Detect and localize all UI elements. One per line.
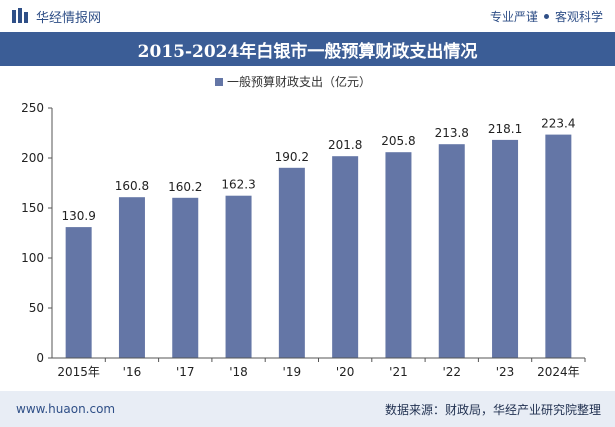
bar-value-label: 130.9 (61, 209, 95, 223)
bar (65, 227, 92, 358)
slogan-right: 客观科学 (554, 9, 603, 24)
bar (545, 134, 572, 358)
footer: www.huaon.com 数据来源：财政局，华经产业研究院整理 (0, 391, 615, 427)
y-tick-label: 250 (21, 101, 44, 115)
chart-title-bar: 2015-2024年白银市一般预算财政支出情况 (0, 32, 615, 66)
y-tick-label: 50 (29, 301, 44, 315)
slogan-dot-icon (543, 13, 549, 19)
x-tick-label: '21 (389, 365, 408, 379)
chart-title: 2015-2024年白银市一般预算财政支出情况 (137, 41, 478, 62)
legend-label: 一般预算财政支出（亿元） (227, 74, 371, 89)
x-tick-label: '20 (336, 365, 355, 379)
x-tick-label: '17 (176, 365, 195, 379)
slogan-left: 专业严谨 (489, 9, 538, 24)
huajing-logo-icon (12, 8, 28, 23)
bar-value-label: 223.4 (541, 117, 575, 131)
bar (492, 139, 519, 358)
x-tick-label: 2015年 (57, 365, 100, 379)
y-tick-label: 150 (21, 201, 44, 215)
x-tick-label: '16 (123, 365, 142, 379)
bar (172, 197, 199, 358)
bar (118, 197, 145, 358)
footer-source: 数据来源：财政局，华经产业研究院整理 (384, 402, 601, 417)
bar (438, 144, 465, 358)
x-tick-label: '18 (229, 365, 248, 379)
bar-value-label: 160.2 (168, 180, 202, 194)
y-axis: 0 50 100 150 200 250 (21, 101, 53, 365)
x-tick-label: 2024年 (537, 365, 580, 379)
x-tick-label: '22 (442, 365, 461, 379)
x-tick-label: '23 (496, 365, 515, 379)
bar-value-label: 205.8 (381, 134, 415, 148)
bar-value-label: 218.1 (488, 122, 522, 136)
legend: 一般预算财政支出（亿元） (215, 74, 371, 89)
x-axis: 2015年 '16 '17 '18 '19 '20 '21 '22 '23 2024年 (52, 357, 586, 379)
bar-value-label: 190.2 (275, 150, 309, 164)
y-tick-label: 100 (21, 251, 44, 265)
bar-value-label: 213.8 (435, 126, 469, 140)
x-tick-label: '19 (283, 365, 302, 379)
bar-value-label: 201.8 (328, 138, 362, 152)
bar (332, 156, 359, 358)
bar (385, 152, 412, 358)
y-tick-label: 0 (36, 351, 44, 365)
bar (278, 167, 305, 358)
bar-value-label: 160.8 (115, 179, 149, 193)
legend-swatch (215, 78, 223, 86)
header: 华经情报网 专业严谨 客观科学 (0, 0, 615, 32)
brand-name: 华经情报网 (36, 10, 102, 26)
brand[interactable]: 华经情报网 (10, 6, 101, 26)
bar-value-label: 162.3 (221, 178, 255, 192)
bar (225, 195, 252, 358)
footer-site[interactable]: www.huaon.com (16, 402, 116, 416)
header-slogan: 专业严谨 客观科学 (490, 8, 603, 25)
y-tick-label: 200 (21, 151, 44, 165)
bars-group: 130.9 160.8 160.2 162.3 190.2 201.8 205.8 213.8… (61, 117, 576, 358)
